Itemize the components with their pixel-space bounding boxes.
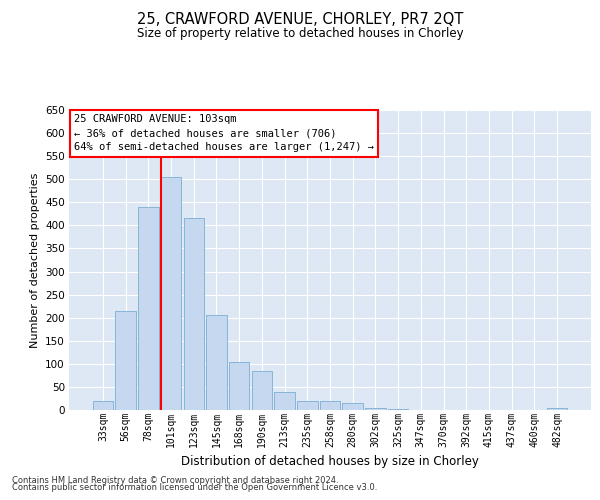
Bar — [184, 218, 204, 410]
Y-axis label: Number of detached properties: Number of detached properties — [29, 172, 40, 348]
Bar — [206, 316, 227, 410]
Bar — [93, 401, 113, 410]
Bar — [229, 362, 250, 410]
Bar — [547, 408, 567, 410]
Bar — [161, 177, 181, 410]
Bar — [115, 311, 136, 410]
Bar — [388, 408, 409, 410]
Bar — [297, 401, 317, 410]
Text: 25, CRAWFORD AVENUE, CHORLEY, PR7 2QT: 25, CRAWFORD AVENUE, CHORLEY, PR7 2QT — [137, 12, 463, 28]
Text: Contains HM Land Registry data © Crown copyright and database right 2024.: Contains HM Land Registry data © Crown c… — [12, 476, 338, 485]
X-axis label: Distribution of detached houses by size in Chorley: Distribution of detached houses by size … — [181, 455, 479, 468]
Bar — [343, 403, 363, 410]
Text: Contains public sector information licensed under the Open Government Licence v3: Contains public sector information licen… — [12, 484, 377, 492]
Bar — [274, 392, 295, 410]
Bar — [251, 371, 272, 410]
Bar — [365, 408, 386, 410]
Bar — [138, 207, 158, 410]
Bar — [320, 401, 340, 410]
Text: 25 CRAWFORD AVENUE: 103sqm
← 36% of detached houses are smaller (706)
64% of sem: 25 CRAWFORD AVENUE: 103sqm ← 36% of deta… — [74, 114, 374, 152]
Text: Size of property relative to detached houses in Chorley: Size of property relative to detached ho… — [137, 28, 463, 40]
